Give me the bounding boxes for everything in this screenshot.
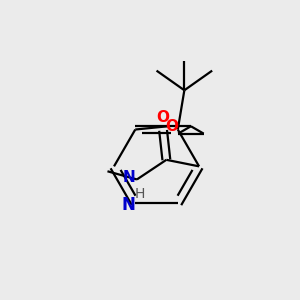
Text: O: O xyxy=(165,119,178,134)
Text: N: N xyxy=(122,170,135,185)
Text: H: H xyxy=(135,187,146,201)
Text: N: N xyxy=(122,196,136,214)
Text: O: O xyxy=(157,110,169,125)
